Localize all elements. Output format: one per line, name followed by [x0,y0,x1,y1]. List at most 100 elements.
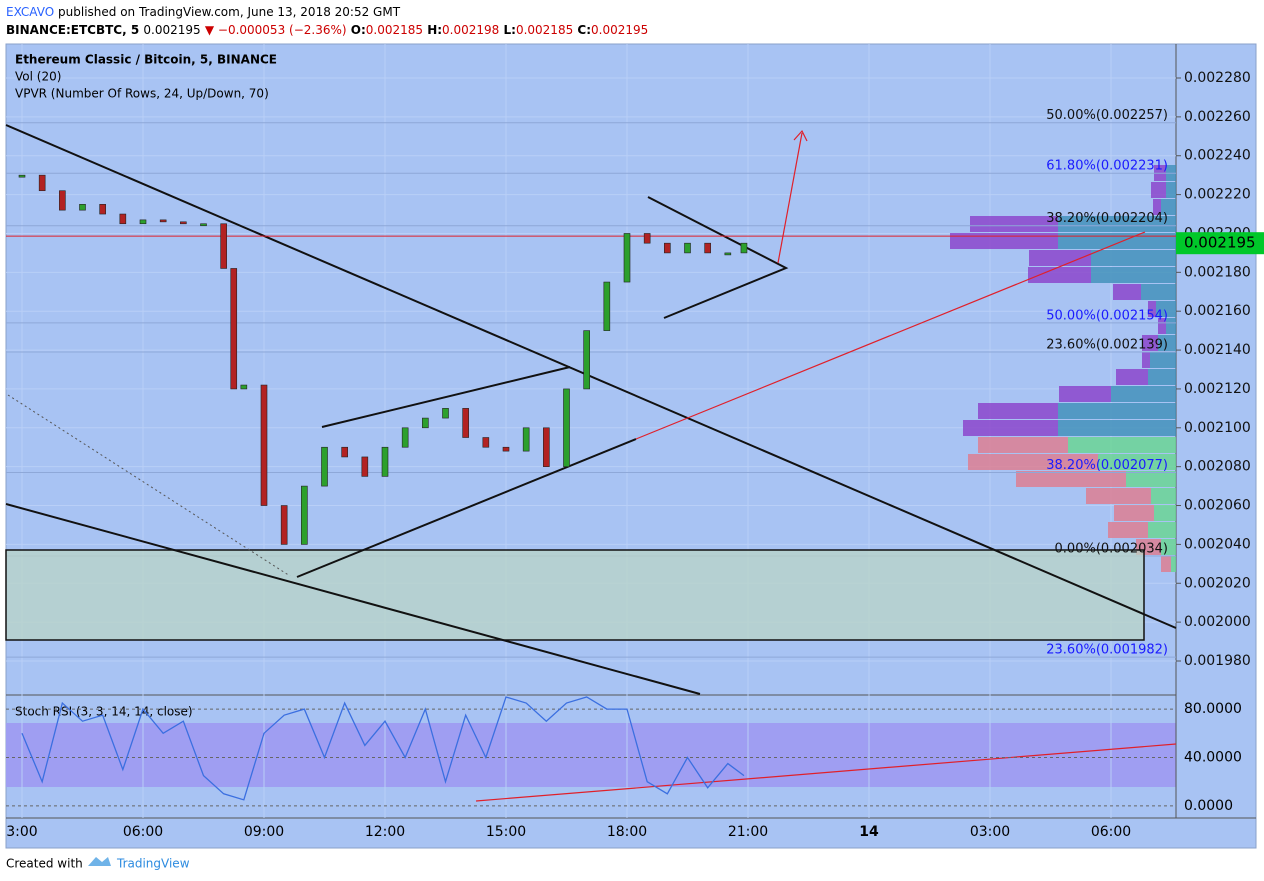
vp-up [1058,233,1176,249]
footer-created: Created with [6,857,83,871]
candle [139,219,147,225]
vp-up [1091,250,1176,266]
vp-up [1161,199,1176,215]
trendline [5,503,701,695]
candle [59,190,66,211]
vp-down [1028,267,1091,283]
stoch-tick-label: 0.0000 [1184,798,1233,814]
vp-up [1154,505,1176,521]
candle [502,446,510,452]
fib-label: 0.00%(0.002034) [1055,542,1168,557]
vp-up [1148,369,1176,385]
vp-down [1113,284,1141,300]
y-tick-label: 0.002220 [1184,187,1251,203]
candle [422,417,429,429]
candle [301,485,308,545]
x-tick-label: 18:00 [607,824,647,840]
legend-main: Ethereum Classic / Bitcoin, 5, BINANCE [15,53,277,67]
y-tick-label: 0.002240 [1184,148,1251,164]
ohlc-line: BINANCE:ETCBTC, 5 0.002195 ▼ −0.000053 (… [6,21,648,39]
vp-up [1058,216,1176,232]
candle [341,446,348,458]
vp-up [1091,267,1176,283]
fib-label: 38.20%(0.002077) [1046,458,1168,473]
candle [220,223,227,269]
x-tick-label: 21:00 [728,824,768,840]
y-tick-label: 0.002080 [1184,459,1251,475]
header: EXCAVO published on TradingView.com, Jun… [6,3,648,39]
candle [260,384,268,506]
fib-label: 50.00%(0.002257) [1046,108,1168,123]
stoch-band [6,723,1176,787]
last: 0.002195 [143,23,201,37]
candle [381,446,389,477]
vp-down [1158,318,1166,334]
vp-down [1108,522,1148,538]
fib-label: 50.00%(0.002154) [1046,308,1168,323]
vp-up [1166,182,1176,198]
vp-down [1151,182,1166,198]
vp-up [1171,556,1176,572]
triangle [647,196,789,319]
x-tick-label: 14 [859,824,879,840]
rsi-trendline [475,743,1177,802]
footer-brand[interactable]: TradingView [116,857,190,871]
candle [462,408,469,438]
y-tick-label: 0.002040 [1184,536,1251,552]
brand-logo [88,857,111,866]
demand-zone [5,549,1145,641]
y-tick-label: 0.002280 [1184,70,1251,86]
vp-down [1116,369,1148,385]
vp-up [1158,335,1176,351]
c: 0.002195 [591,23,649,37]
o: 0.002185 [365,23,424,37]
publish-info: published on TradingView.com, June 13, 2… [58,5,401,19]
stoch-tick-label: 80.0000 [1184,701,1242,717]
candle [482,437,490,448]
candle [740,242,748,254]
candle [724,252,732,256]
l-label: L: [503,23,516,37]
y-tick-label: 0.001980 [1184,653,1251,669]
stoch-k [21,696,745,801]
candle [401,427,409,448]
candle [18,174,26,178]
fib-label: 61.80%(0.002231) [1046,159,1168,174]
trendline [296,438,637,578]
y-tick-label: 0.002180 [1184,264,1251,280]
x-tick-label: 3:00 [6,824,37,840]
y-tick-label: 0.002160 [1184,303,1251,319]
vp-up [1111,386,1176,402]
vp-down [970,216,1058,232]
candle [361,456,369,477]
vp-up [1068,437,1176,453]
candle [99,204,106,215]
author[interactable]: EXCAVO [6,5,55,19]
h: 0.002198 [442,23,500,37]
candle [159,219,167,223]
candle [563,388,570,467]
vp-up [1058,420,1176,436]
candle [522,427,530,452]
vp-down [1142,335,1158,351]
x-tick-label: 15:00 [486,824,526,840]
publish-line: EXCAVO published on TradingView.com, Jun… [6,3,648,21]
candle [442,408,449,419]
vp-down [1059,386,1111,402]
vp-down [1114,505,1154,521]
candle [280,505,288,545]
symbol: BINANCE:ETCBTC, 5 [6,23,140,37]
vp-down [968,454,1098,470]
fib-label: 38.20%(0.002204) [1046,211,1168,226]
stoch-tick-label: 40.0000 [1184,750,1242,766]
fib-label: 23.60%(0.001982) [1046,643,1168,658]
legend-vol: Vol (20) [15,70,61,84]
y-tick-label: 0.002260 [1184,109,1251,125]
last-price-badge [1176,232,1264,255]
arrow-head [793,129,808,142]
y-tick-label: 0.002100 [1184,420,1251,436]
x-tick-label: 03:00 [970,824,1010,840]
vp-down [950,233,1058,249]
vp-down [1153,199,1161,215]
candle [119,213,127,225]
